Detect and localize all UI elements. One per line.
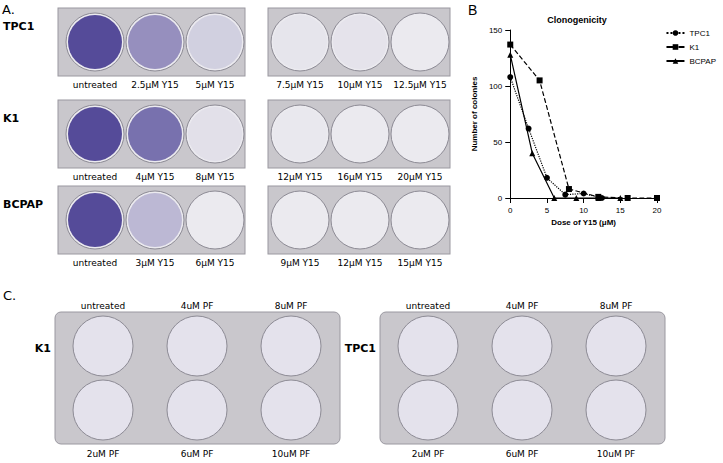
- svg-text:2uM PF: 2uM PF: [87, 449, 120, 459]
- svg-text:TPC1: TPC1: [3, 20, 34, 33]
- svg-text:20: 20: [653, 206, 662, 215]
- svg-text:6uM PF: 6uM PF: [506, 449, 539, 459]
- svg-text:16μM Y15: 16μM Y15: [338, 172, 383, 182]
- svg-text:A.: A.: [2, 2, 15, 17]
- svg-text:TPC1: TPC1: [345, 342, 376, 355]
- svg-text:6μM Y15: 6μM Y15: [195, 258, 234, 268]
- svg-text:untreated: untreated: [81, 301, 125, 311]
- svg-text:15μM Y15: 15μM Y15: [398, 258, 443, 268]
- svg-text:6uM PF: 6uM PF: [181, 449, 214, 459]
- svg-text:150: 150: [489, 26, 503, 35]
- svg-text:untreated: untreated: [73, 80, 117, 90]
- svg-text:10uM PF: 10uM PF: [597, 449, 635, 459]
- svg-text:untreated: untreated: [73, 258, 117, 268]
- svg-text:2.5μM Y15: 2.5μM Y15: [131, 80, 179, 90]
- html-text:B: B: [468, 2, 478, 18]
- svg-text:4μM Y15: 4μM Y15: [135, 172, 174, 182]
- svg-text:3μM Y15: 3μM Y15: [135, 258, 174, 268]
- svg-text:BCPAP: BCPAP: [689, 57, 716, 66]
- svg-text:2uM PF: 2uM PF: [412, 449, 445, 459]
- svg-text:Dose of Y15 (μM): Dose of Y15 (μM): [551, 218, 616, 227]
- svg-text:5μM Y15: 5μM Y15: [195, 80, 234, 90]
- svg-text:BCPAP: BCPAP: [3, 198, 43, 211]
- svg-text:4uM PF: 4uM PF: [181, 301, 214, 311]
- svg-text:8uM PF: 8uM PF: [600, 301, 633, 311]
- svg-text:untreated: untreated: [406, 301, 450, 311]
- svg-text:50: 50: [493, 138, 502, 147]
- svg-text:10uM PF: 10uM PF: [272, 449, 310, 459]
- svg-text:12μM Y15: 12μM Y15: [338, 258, 383, 268]
- svg-text:12.5μM Y15: 12.5μM Y15: [393, 80, 446, 90]
- svg-text:Number of colonies: Number of colonies: [470, 76, 479, 151]
- svg-text:K1: K1: [689, 43, 699, 52]
- svg-text:100: 100: [489, 82, 503, 91]
- svg-text:K1: K1: [35, 342, 51, 355]
- svg-text:12μM Y15: 12μM Y15: [278, 172, 323, 182]
- svg-text:8μM Y15: 8μM Y15: [195, 172, 234, 182]
- svg-text:K1: K1: [3, 112, 19, 125]
- svg-text:0: 0: [508, 206, 513, 215]
- svg-text:15: 15: [616, 206, 625, 215]
- svg-text:untreated: untreated: [73, 172, 117, 182]
- svg-text:9μM Y15: 9μM Y15: [280, 258, 319, 268]
- svg-text:C.: C.: [3, 288, 16, 303]
- svg-text:10μM Y15: 10μM Y15: [338, 80, 383, 90]
- svg-text:TPC1: TPC1: [689, 29, 710, 38]
- svg-text:0: 0: [498, 194, 503, 203]
- svg-text:Clonogenicity: Clonogenicity: [547, 15, 607, 25]
- svg-text:8uM PF: 8uM PF: [275, 301, 308, 311]
- svg-text:5: 5: [545, 206, 550, 215]
- svg-text:20μM Y15: 20μM Y15: [398, 172, 443, 182]
- svg-text:4uM PF: 4uM PF: [506, 301, 539, 311]
- svg-text:10: 10: [579, 206, 588, 215]
- svg-text:7.5μM Y15: 7.5μM Y15: [276, 80, 324, 90]
